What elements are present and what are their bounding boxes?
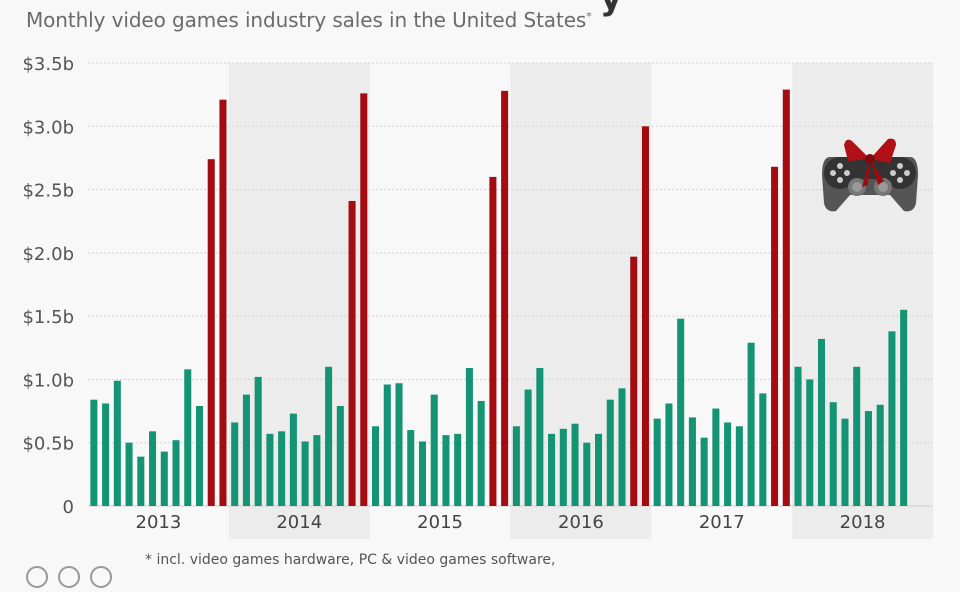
y-tick-label: $0.5b	[22, 434, 74, 455]
creative-commons-icon	[26, 566, 122, 592]
bar-2014-10	[336, 406, 344, 506]
subtitle-footnote-marker: *	[586, 10, 592, 23]
bar-2018-6	[853, 366, 861, 506]
bar-2015-1	[372, 426, 380, 506]
bar-2014-8	[313, 435, 321, 506]
bar-2016-5	[559, 428, 567, 506]
bar-2016-11	[630, 256, 638, 506]
bar-2013-1	[90, 399, 98, 506]
bar-2013-3	[113, 380, 121, 506]
x-tick-label: 2017	[699, 512, 745, 533]
bar-2018-10	[900, 309, 908, 506]
y-tick-label: $3.0b	[22, 117, 74, 138]
bar-2018-4	[829, 402, 837, 506]
y-tick-label: $2.0b	[22, 244, 74, 265]
bar-2014-5	[278, 431, 286, 506]
bar-2016-9	[606, 399, 614, 506]
y-axis: 0 $0.5b $1.0b $1.5b $2.0b $2.5b $3.0b $3.5b	[22, 54, 74, 518]
year-band-2018	[792, 63, 933, 539]
bar-2013-7	[160, 451, 168, 506]
x-tick-label: 2013	[136, 512, 182, 533]
y-tick-label: $1.5b	[22, 307, 74, 328]
bar-2015-12	[501, 90, 509, 507]
x-tick-label: 2018	[840, 512, 886, 533]
bar-2016-8	[595, 433, 603, 506]
bar-2013-12	[219, 99, 227, 506]
bar-2013-6	[149, 431, 157, 506]
bar-2014-11	[348, 200, 356, 506]
year-band-2016	[510, 63, 652, 539]
bar-2014-9	[325, 366, 333, 506]
bar-2017-10	[759, 393, 767, 506]
bar-2014-12	[360, 93, 368, 507]
bar-2017-1	[653, 418, 661, 506]
bar-chart: 0 $0.5b $1.0b $1.5b $2.0b $2.5b $3.0b $3.5b 201…	[22, 54, 933, 539]
bar-2013-11	[207, 159, 215, 507]
x-tick-label: 2015	[417, 512, 463, 533]
bar-2016-6	[571, 423, 579, 506]
bar-2016-7	[583, 442, 591, 506]
y-tick-label: 0	[63, 497, 74, 518]
bar-2017-7	[724, 422, 732, 506]
bar-2013-5	[137, 456, 145, 506]
x-tick-label: 2014	[276, 512, 322, 533]
footnote: * incl. video games hardware, PC & video…	[145, 552, 556, 568]
bar-2018-1	[794, 366, 802, 506]
bar-2017-2	[665, 403, 673, 506]
bar-2015-7	[442, 435, 450, 506]
bar-2017-4	[688, 417, 696, 506]
bar-2015-8	[454, 433, 462, 506]
y-tick-label: $1.0b	[22, 370, 74, 391]
bar-2018-3	[817, 338, 826, 506]
y-tick-label: $2.5b	[22, 181, 74, 202]
bar-2018-2	[806, 379, 814, 506]
bar-2016-4	[548, 433, 556, 506]
bar-2016-3	[536, 368, 544, 506]
bar-2017-5	[700, 437, 708, 506]
bar-2013-10	[195, 406, 204, 506]
bar-2013-9	[184, 369, 192, 506]
year-band-2014	[228, 63, 370, 539]
bar-2015-5	[418, 441, 426, 506]
y-tick-label: $3.5b	[22, 54, 74, 75]
x-axis: 2013 2014 2015 2016 2017 2018	[136, 512, 886, 533]
bars	[90, 89, 908, 507]
bar-2017-3	[677, 318, 685, 506]
bar-2014-4	[266, 433, 274, 506]
bar-2013-8	[172, 440, 180, 506]
bar-2015-9	[465, 368, 473, 506]
bar-2016-12	[641, 126, 649, 507]
bar-2015-3	[395, 383, 403, 506]
bar-2017-11	[771, 166, 779, 506]
year-bands	[228, 63, 933, 539]
gridlines	[88, 62, 933, 507]
bar-2016-2	[524, 389, 532, 506]
bar-2015-2	[383, 384, 391, 506]
bar-2013-2	[102, 403, 110, 506]
bar-2015-11	[489, 176, 497, 506]
bar-2017-12	[782, 89, 790, 506]
bar-2014-1	[231, 422, 239, 506]
bar-2018-9	[888, 331, 896, 506]
bar-2013-4	[125, 442, 133, 506]
bar-2018-5	[841, 418, 849, 506]
x-tick-label: 2016	[558, 512, 604, 533]
bar-2017-9	[747, 342, 755, 506]
bar-2017-8	[735, 426, 743, 506]
bar-2018-7	[864, 411, 872, 506]
bar-2015-4	[407, 430, 415, 506]
chart-subtitle: Monthly video games industry sales in th…	[26, 8, 592, 32]
bar-2015-10	[477, 400, 485, 506]
bar-2014-6	[289, 413, 297, 506]
bar-2018-8	[876, 404, 884, 506]
bar-2015-6	[430, 394, 438, 506]
gift-controller-icon	[822, 138, 918, 212]
bar-2014-3	[254, 376, 262, 506]
bar-2014-2	[242, 394, 250, 506]
bar-2014-7	[301, 441, 309, 506]
bar-2016-10	[618, 388, 626, 506]
bar-2016-1	[512, 426, 520, 506]
subtitle-text: Monthly video games industry sales in th…	[26, 8, 587, 32]
bar-2017-6	[712, 408, 720, 506]
